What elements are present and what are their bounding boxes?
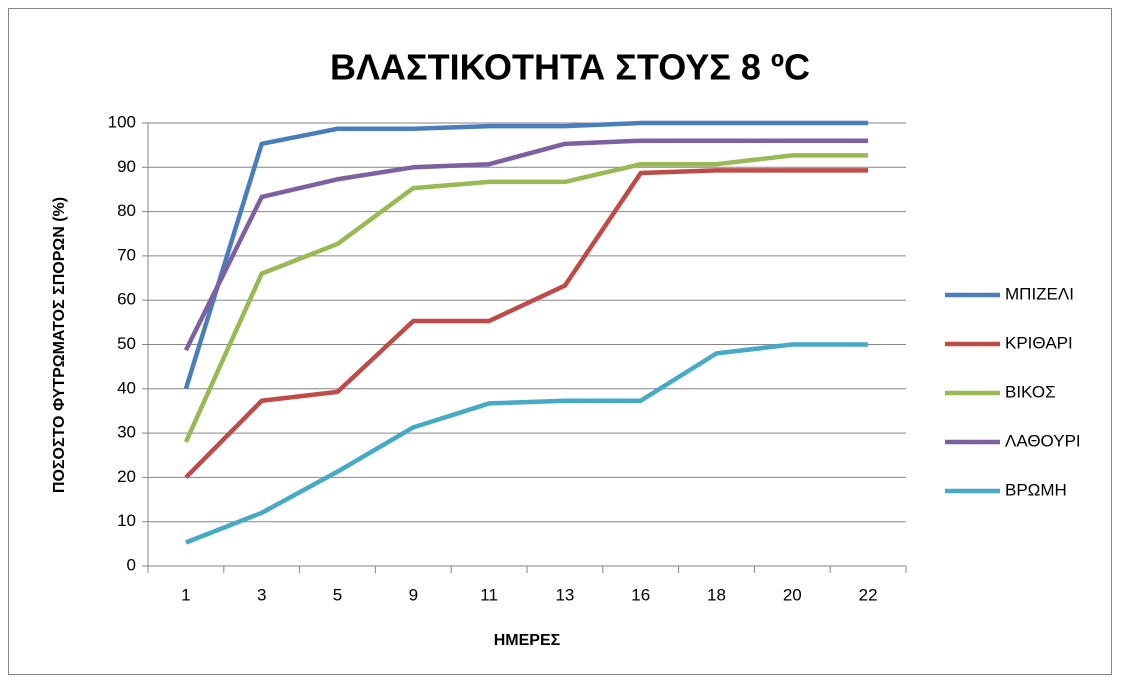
series-line [185,342,869,545]
chart-border [8,8,1112,675]
y-tick-label: 100 [108,112,136,131]
series-line [183,120,869,390]
x-tick-label: 18 [707,585,726,604]
y-tick-label: 0 [127,555,136,574]
x-tick-label: 16 [631,585,650,604]
x-tick-label: 11 [480,585,498,604]
y-tick-label: 90 [117,157,136,176]
y-tick-label: 10 [117,511,136,530]
x-tick-label: 5 [333,585,342,604]
x-tick-label: 9 [409,585,418,604]
series-line [183,138,869,352]
y-tick-label: 60 [117,290,136,309]
y-tick-label: 80 [117,201,136,220]
legend-label: ΒΙΚΟΣ [1005,382,1056,401]
y-tick-label: 70 [117,245,136,264]
y-tick-label: 30 [117,423,136,442]
legend-label: ΒΡΩΜΗ [1005,480,1067,499]
x-tick-label: 13 [555,585,574,604]
y-tick-label: 50 [117,334,136,353]
x-axis-title: ΗΜΕΡΕΣ [494,632,561,649]
legend-label: ΚΡΙΘΑΡΙ [1005,333,1073,352]
series-line [183,153,869,443]
x-tick-label: 20 [783,585,802,604]
legend-label: ΜΠΙΖΕΛΙ [1005,284,1074,303]
y-axis-title: ΠΟΣΟΣΤΟ ΦΥΤΡΩΜΑΤΟΣ ΣΠΟΡΩΝ (%) [51,197,68,493]
y-tick-label: 20 [117,467,136,486]
chart-title: ΒΛΑΣΤΙΚΟΤΗΤΑ ΣΤΟΥΣ 8 ºC [330,47,810,88]
x-tick-label: 3 [257,585,266,604]
legend-label: ΛΑΘΟΥΡΙ [1005,431,1081,450]
x-tick-label: 22 [859,585,878,604]
x-tick-label: 1 [181,585,190,604]
series-line [184,168,869,479]
y-tick-label: 40 [117,378,136,397]
